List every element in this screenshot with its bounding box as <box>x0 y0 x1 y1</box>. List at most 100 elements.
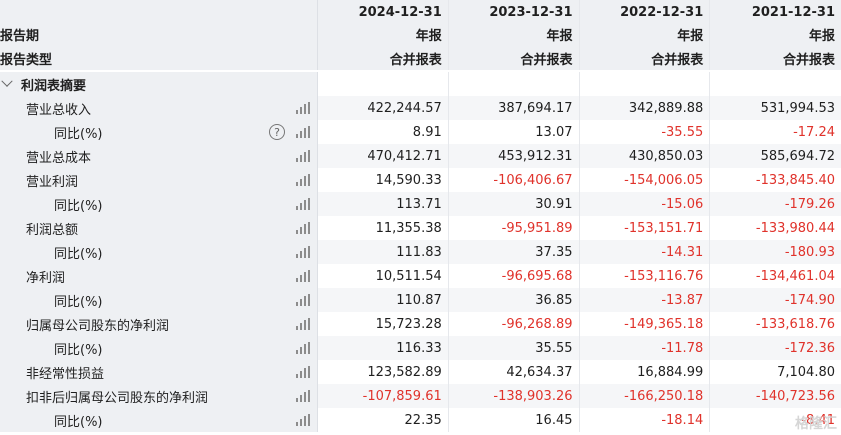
table-row: 营业总收入 422,244.57 387,694.17 342,889.88 531,9… <box>0 96 841 120</box>
value-cell: -133,618.76 <box>755 316 835 332</box>
help-icon[interactable]: ? <box>269 124 285 140</box>
column-type: 合并报表 <box>318 46 449 70</box>
value-cell: 16.45 <box>449 408 580 432</box>
section-row[interactable]: 利润表摘要 <box>0 72 841 96</box>
value-cell: 14,590.33 <box>318 168 449 192</box>
column-period: 年报 <box>579 22 711 46</box>
table-row: 同比(%) 22.35 16.45 -18.14 -8.41 <box>0 408 841 432</box>
row-label: 营业总收入 <box>26 102 92 118</box>
bar-chart-icon[interactable] <box>296 102 310 114</box>
row-label: 净利润 <box>26 270 66 286</box>
row-label-cell: 利润总额 <box>0 216 318 240</box>
value-cell: 22.35 <box>318 408 449 432</box>
row-label: 同比(%) <box>54 246 103 262</box>
bar-chart-icon[interactable] <box>296 342 310 354</box>
bar-chart-icon[interactable] <box>296 150 310 162</box>
section-toggle[interactable]: 利润表摘要 <box>0 72 318 96</box>
bar-chart-icon[interactable] <box>296 390 310 402</box>
value-cell: 8.91 <box>318 120 449 144</box>
value-cell: -96,695.68 <box>449 264 580 288</box>
row-label: 营业总成本 <box>26 150 92 166</box>
watermark: 格隆汇 <box>795 416 837 432</box>
row-label: 同比(%) <box>54 198 103 214</box>
table-row: 净利润 10,511.54 -96,695.68 -153,116.76 -134,46… <box>0 264 841 288</box>
value-cell: -138,903.26 <box>449 384 580 408</box>
bar-chart-icon[interactable] <box>296 126 310 138</box>
table-row: 归属母公司股东的净利润 15,723.28 -96,268.89 -149,365.1… <box>0 312 841 336</box>
column-type: 合并报表 <box>710 46 841 70</box>
bar-chart-icon[interactable] <box>296 414 310 426</box>
bar-chart-icon[interactable] <box>296 366 310 378</box>
row-label: 同比(%) <box>54 294 103 310</box>
row-label-cell: 扣非后归属母公司股东的净利润 <box>0 384 318 408</box>
chevron-down-icon[interactable] <box>1 75 13 87</box>
value-cell: -180.93 <box>784 244 835 260</box>
value-cell: -179.26 <box>784 196 835 212</box>
bar-chart-icon[interactable] <box>296 318 310 330</box>
row-label-cell: 同比(%)? <box>0 120 318 144</box>
row-label: 扣非后归属母公司股东的净利润 <box>26 390 209 406</box>
table-row: 同比(%) 110.87 36.85 -13.87 -174.90 <box>0 288 841 312</box>
section-title: 利润表摘要 <box>21 78 87 94</box>
value-cell: 387,694.17 <box>449 96 580 120</box>
row-label: 营业利润 <box>26 174 79 190</box>
table-row: 营业利润 14,590.33 -106,406.67 -154,006.05 -133,… <box>0 168 841 192</box>
value-cell: -18.14 <box>580 408 711 432</box>
value-cell: 531,994.53 <box>760 100 835 116</box>
row-label: 非经常性损益 <box>26 366 105 382</box>
value-cell: -133,845.40 <box>755 172 835 188</box>
value-cell: 37.35 <box>449 240 580 264</box>
row-label-cell: 营业利润 <box>0 168 318 192</box>
value-cell: 113.71 <box>318 192 449 216</box>
row-label-cell: 归属母公司股东的净利润 <box>0 312 318 336</box>
column-date[interactable]: 2021-12-31 <box>710 0 841 24</box>
bar-chart-icon[interactable] <box>296 270 310 282</box>
column-period: 年报 <box>710 22 841 46</box>
value-cell: 110.87 <box>318 288 449 312</box>
value-cell: 430,850.03 <box>580 144 711 168</box>
bar-chart-icon[interactable] <box>296 222 310 234</box>
value-cell: 453,912.31 <box>449 144 580 168</box>
value-cell: -154,006.05 <box>580 168 711 192</box>
value-cell: -8.41 <box>801 412 835 428</box>
bar-chart-icon[interactable] <box>296 174 310 186</box>
value-cell: -153,116.76 <box>580 264 711 288</box>
row-label: 归属母公司股东的净利润 <box>26 318 170 334</box>
row-label-cell: 净利润 <box>0 264 318 288</box>
value-cell: 123,582.89 <box>318 360 449 384</box>
value-cell: -172.36 <box>784 340 835 356</box>
row-label-cell: 同比(%) <box>0 336 318 360</box>
value-cell: 111.83 <box>318 240 449 264</box>
bar-chart-icon[interactable] <box>296 198 310 210</box>
header-label-period: 报告期 <box>0 28 40 44</box>
row-label-cell: 同比(%) <box>0 288 318 312</box>
value-cell: -14.31 <box>580 240 711 264</box>
row-label: 同比(%) <box>54 414 103 430</box>
bar-chart-icon[interactable] <box>296 294 310 306</box>
table-row: 同比(%) 113.71 30.91 -15.06 -179.26 <box>0 192 841 216</box>
bar-chart-icon[interactable] <box>296 246 310 258</box>
row-label-cell: 营业总成本 <box>0 144 318 168</box>
row-label-cell: 同比(%) <box>0 408 318 432</box>
value-cell: 36.85 <box>449 288 580 312</box>
header-corner <box>0 0 318 24</box>
value-cell: -15.06 <box>580 192 711 216</box>
value-cell: -134,461.04 <box>755 268 835 284</box>
row-label: 利润总额 <box>26 222 79 238</box>
column-date[interactable]: 2024-12-31 <box>318 0 449 24</box>
value-cell: 35.55 <box>449 336 580 360</box>
value-cell: -95,951.89 <box>449 216 580 240</box>
value-cell: -11.78 <box>580 336 711 360</box>
row-label: 同比(%) <box>54 342 103 358</box>
value-cell: 42,634.37 <box>449 360 580 384</box>
value-cell: 422,244.57 <box>318 96 449 120</box>
header-row-date: 2024-12-31 2023-12-31 2022-12-31 2021-12… <box>0 0 841 24</box>
header-row-type: 报告类型 合并报表 合并报表 合并报表 合并报表 <box>0 46 841 70</box>
column-date[interactable]: 2023-12-31 <box>448 0 580 24</box>
row-label-cell: 非经常性损益 <box>0 360 318 384</box>
header-row-period: 报告期 年报 年报 年报 年报 <box>0 22 841 46</box>
column-date[interactable]: 2022-12-31 <box>579 0 711 24</box>
value-cell: 470,412.71 <box>318 144 449 168</box>
value-cell: -106,406.67 <box>449 168 580 192</box>
